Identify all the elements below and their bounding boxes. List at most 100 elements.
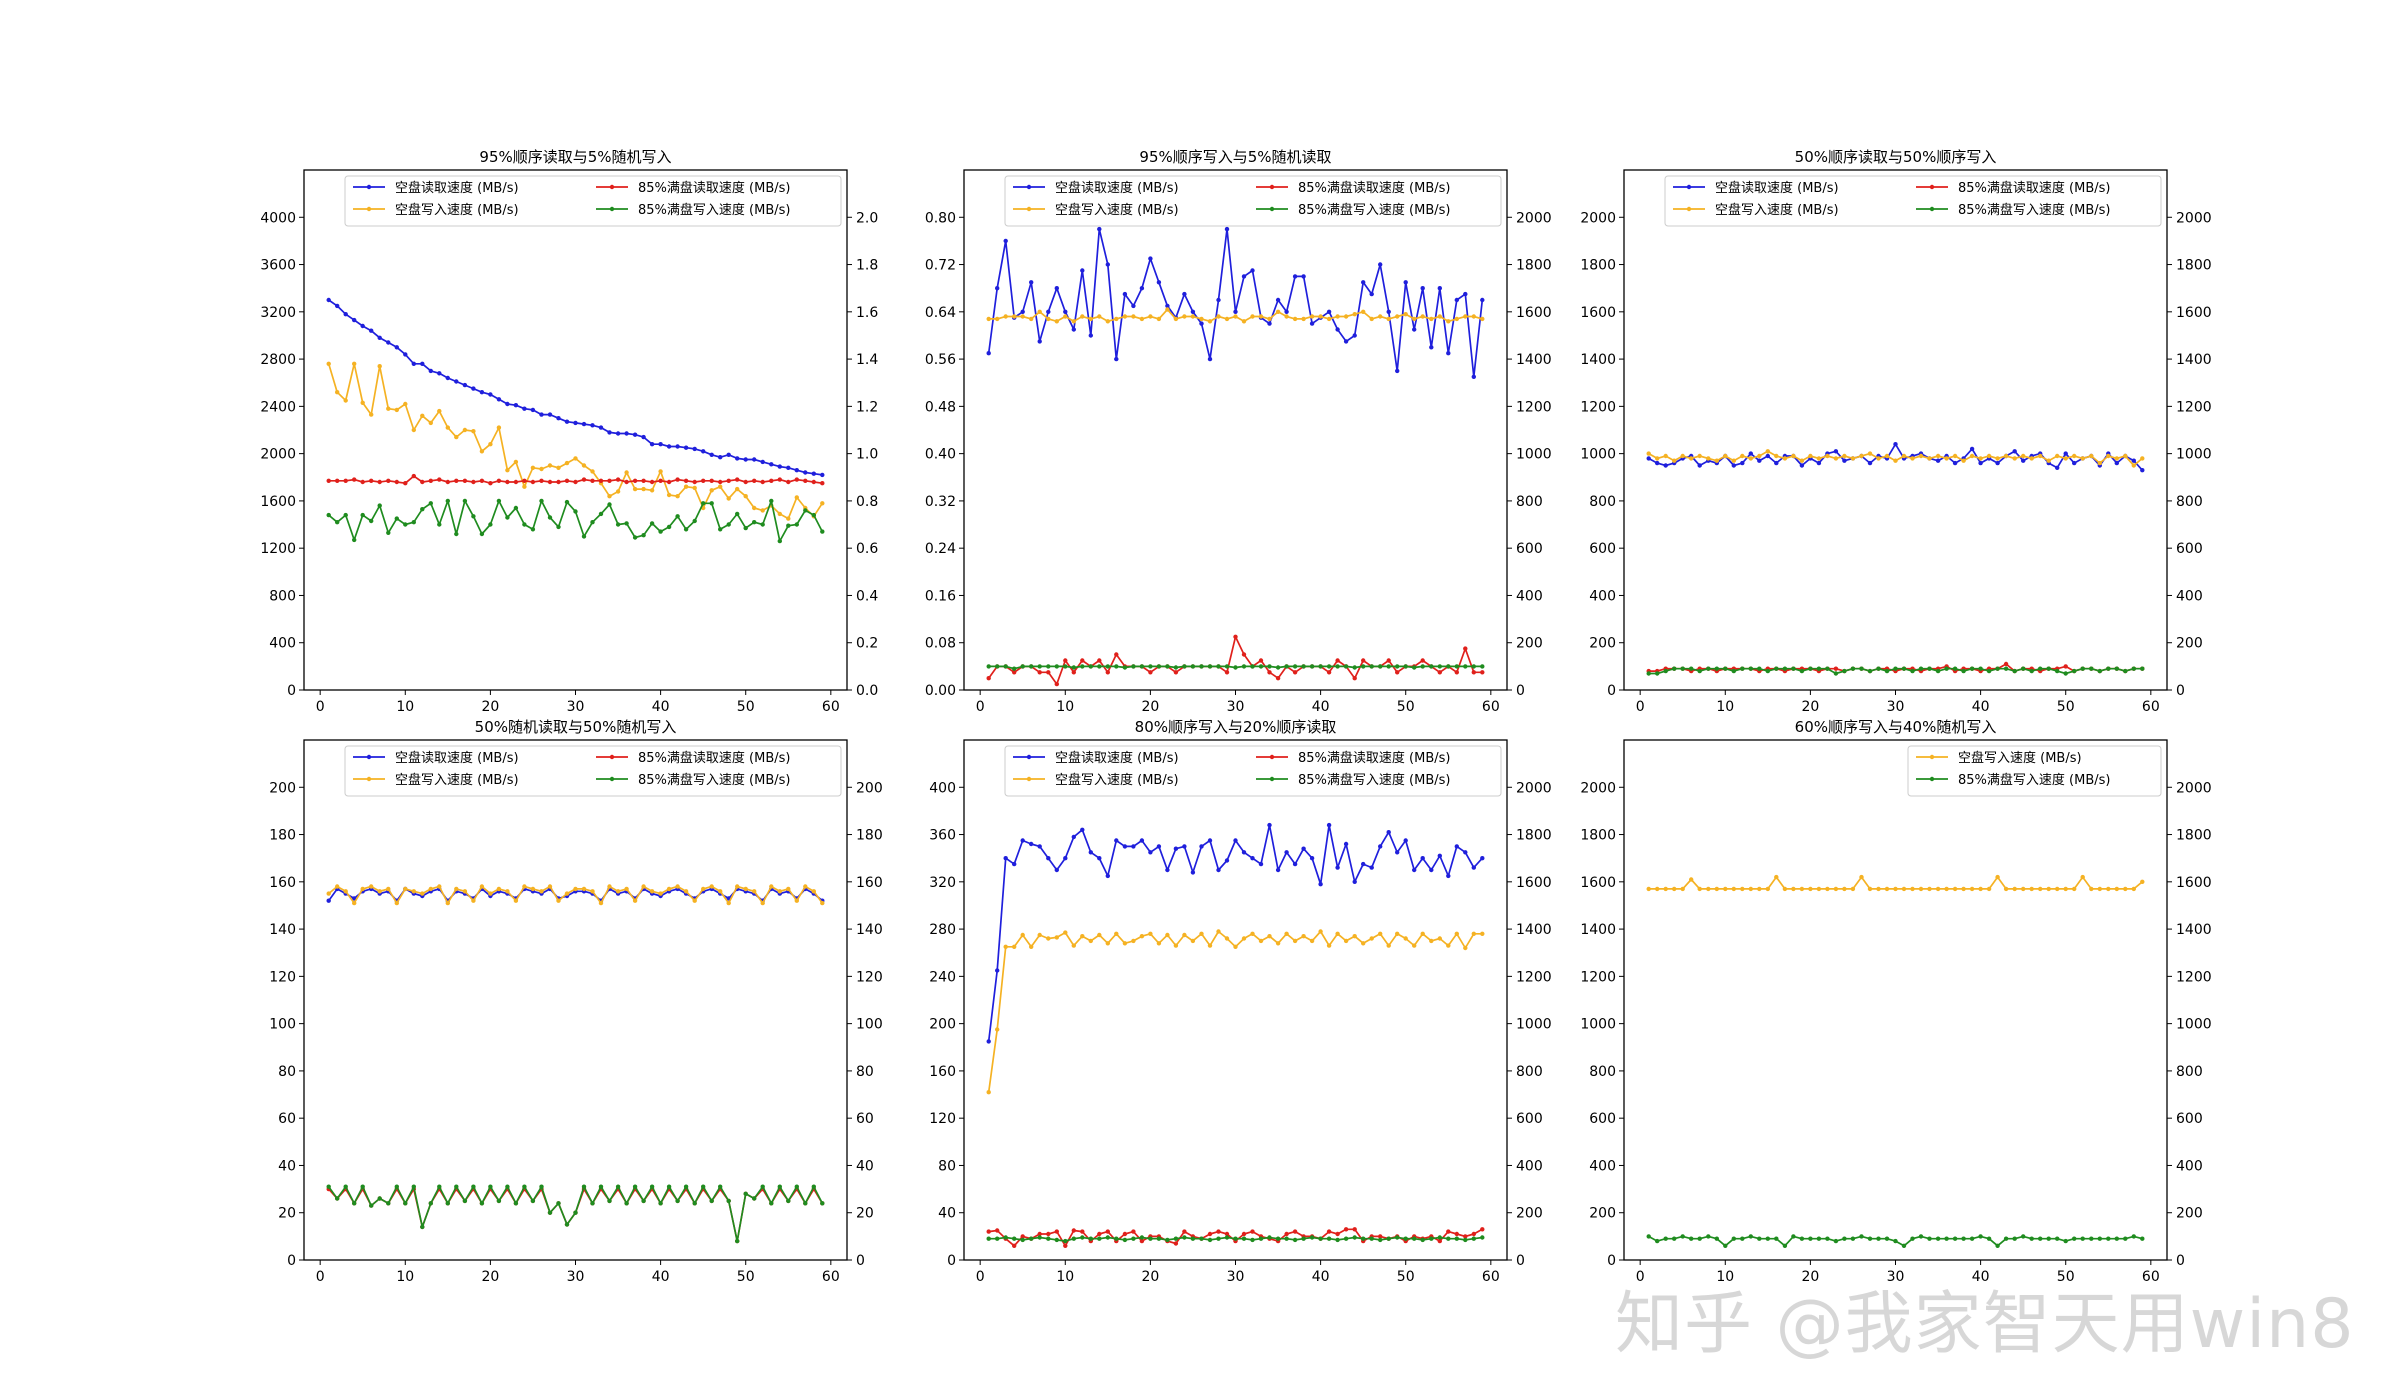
data-point: [488, 1184, 493, 1189]
data-point: [1774, 453, 1779, 459]
data-point: [752, 457, 757, 462]
data-point: [1224, 226, 1230, 232]
data-point: [683, 484, 689, 489]
y-tick-label-right: 200: [2176, 1206, 2203, 1222]
legend-box: [344, 175, 842, 227]
data-point: [1173, 1236, 1179, 1241]
data-point: [1131, 303, 1136, 309]
data-point: [1403, 1236, 1408, 1241]
data-point: [1292, 861, 1298, 867]
y-tick-label-left: 800: [269, 588, 296, 604]
plot-frame: [963, 739, 1508, 1261]
legend: 空盘读取速度 (MB/s) 空盘写入速度 (MB/s) 85%满盘读取速度 (MB/…: [1004, 745, 1502, 797]
data-point: [1199, 844, 1204, 849]
data-point: [1224, 664, 1230, 669]
data-point: [539, 1184, 544, 1189]
data-point: [1689, 1236, 1694, 1241]
data-point: [556, 416, 561, 421]
y-tick-label-right: 1200: [2176, 399, 2212, 415]
data-point: [1901, 453, 1907, 459]
data-point: [1267, 934, 1272, 939]
data-point: [1952, 666, 1958, 671]
legend-marker: [1929, 754, 1935, 760]
data-point: [403, 522, 408, 527]
data-point: [394, 345, 399, 350]
data-point: [547, 412, 553, 417]
data-point: [564, 891, 570, 896]
data-point: [1233, 944, 1238, 949]
data-point: [735, 884, 740, 889]
data-point: [352, 477, 357, 482]
data-point: [1156, 941, 1162, 946]
data-point: [1097, 1231, 1102, 1237]
data-point: [1437, 936, 1443, 941]
data-point: [1182, 932, 1187, 938]
data-point: [1275, 941, 1281, 946]
data-point: [1139, 934, 1145, 939]
data-point: [1454, 1231, 1460, 1237]
data-point: [1927, 666, 1932, 671]
data-point: [692, 1201, 697, 1206]
x-tick-label: 10: [1716, 1269, 1734, 1285]
y-tick-label-right: 1600: [2176, 305, 2212, 321]
data-point: [786, 465, 791, 470]
data-point: [1774, 1236, 1779, 1241]
legend-label: 85%满盘写入速度 (MB/s): [638, 772, 790, 788]
y-tick-label-left: 800: [1589, 1064, 1616, 1080]
y-tick-label-left: 0: [947, 1253, 956, 1269]
data-point: [1429, 345, 1434, 350]
data-point: [1808, 1236, 1813, 1241]
y-tick-label-right: 1400: [2176, 922, 2212, 938]
legend-marker: [1269, 184, 1275, 190]
data-point: [590, 469, 595, 474]
data-point: [1757, 458, 1762, 463]
x-tick-label: 0: [976, 1269, 985, 1285]
data-point: [411, 520, 416, 525]
y-tick-label-right: 140: [856, 922, 883, 938]
data-point: [1190, 870, 1196, 875]
data-point: [1292, 1237, 1298, 1243]
data-point: [1833, 449, 1839, 454]
data-point: [1301, 274, 1306, 279]
data-point: [564, 478, 570, 483]
data-point: [2072, 1236, 2077, 1241]
data-point: [352, 537, 357, 543]
data-point: [607, 884, 612, 889]
data-point: [1918, 1234, 1924, 1239]
y-tick-label-left: 1600: [1580, 875, 1616, 891]
data-point: [1114, 316, 1119, 322]
legend-label: 85%满盘读取速度 (MB/s): [1298, 750, 1450, 766]
data-point: [1148, 664, 1153, 669]
data-point: [1969, 666, 1975, 671]
data-point: [743, 886, 748, 892]
data-point: [1029, 316, 1034, 322]
data-point: [1012, 670, 1017, 675]
data-point: [1207, 664, 1213, 669]
data-point: [1003, 238, 1008, 244]
legend: 空盘读取速度 (MB/s) 空盘写入速度 (MB/s) 85%满盘读取速度 (MB/…: [344, 745, 842, 797]
y-tick-label-right: 1600: [1516, 875, 1552, 891]
data-point: [437, 1184, 442, 1189]
series-line: [328, 500, 824, 542]
data-point: [1182, 844, 1187, 849]
data-point: [2089, 666, 2094, 671]
data-point: [1655, 456, 1660, 461]
data-point: [1361, 658, 1366, 663]
legend-box: [1664, 175, 2162, 227]
data-point: [1378, 664, 1383, 669]
data-point: [471, 898, 476, 903]
y-tick-label-right: 0: [856, 1253, 865, 1269]
data-point: [1420, 314, 1425, 319]
data-point: [2131, 666, 2136, 671]
data-point: [1071, 327, 1077, 332]
data-point: [2021, 453, 2026, 459]
data-point: [666, 479, 672, 485]
data-point: [1292, 274, 1298, 279]
data-point: [624, 886, 629, 892]
data-point: [1833, 1238, 1839, 1244]
y-tick-label-left: 180: [269, 828, 296, 844]
data-point: [573, 509, 578, 514]
data-point: [1369, 1236, 1374, 1241]
data-point: [1148, 256, 1153, 261]
